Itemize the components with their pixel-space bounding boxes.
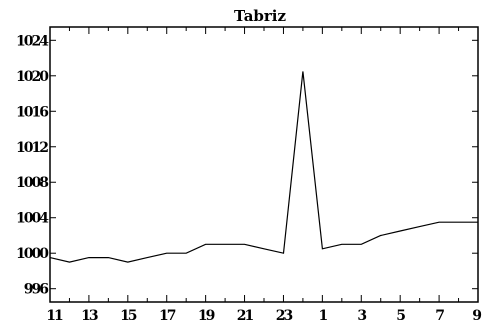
series-line-pressure xyxy=(49,71,478,263)
plot-area-frame xyxy=(49,26,479,303)
x-tick-label: 9 xyxy=(472,308,481,324)
chart-title: Tabriz xyxy=(234,7,287,25)
x-tick-label: 13 xyxy=(81,308,98,324)
y-tick-label: 1012 xyxy=(16,140,48,156)
y-tick-label: 1016 xyxy=(16,104,48,120)
x-tick-label: 1 xyxy=(318,308,327,324)
x-axis: 11 13 15 17 19 21 23 1 3 5 7 9 xyxy=(46,27,482,324)
x-tick-label: 7 xyxy=(435,308,444,324)
y-tick-label: 1024 xyxy=(16,33,49,49)
x-tick-label: 11 xyxy=(46,308,63,324)
y-tick-label: 1020 xyxy=(16,69,49,85)
x-tick-label: 3 xyxy=(357,308,366,324)
x-tick-label: 19 xyxy=(198,308,215,324)
y-tick-label: 1000 xyxy=(16,246,49,262)
y-tick-label: 1008 xyxy=(16,175,48,191)
x-tick-label: 17 xyxy=(159,308,176,324)
y-tick-label: 996 xyxy=(24,282,48,298)
y-axis: 996 1000 1004 1008 1012 1016 1020 1024 xyxy=(16,33,478,298)
x-tick-label: 5 xyxy=(396,308,405,324)
x-tick-label: 23 xyxy=(276,308,293,324)
x-tick-label: 21 xyxy=(237,308,254,324)
x-tick-label: 15 xyxy=(120,308,137,324)
y-tick-label: 1004 xyxy=(16,211,49,227)
